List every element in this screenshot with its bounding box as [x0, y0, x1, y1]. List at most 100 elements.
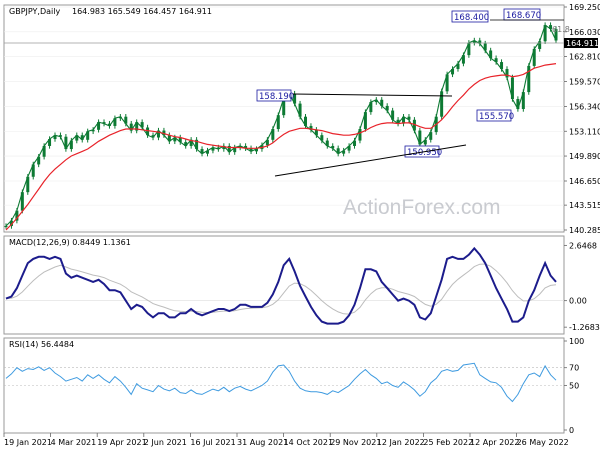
price-candle-body	[358, 129, 362, 141]
price-candle-body	[53, 135, 57, 140]
price-candle-body	[75, 135, 79, 141]
price-candle-body	[227, 145, 231, 153]
price-candle-body	[500, 62, 504, 69]
macd-line	[5, 246, 557, 325]
price-candle-body	[102, 122, 106, 124]
price-candle-body	[451, 68, 455, 75]
price-y-tick-label: 162.810	[569, 53, 600, 62]
macd-y-tick-label: 2.6468	[569, 241, 597, 250]
x-tick-label: 19 Apr 2021	[97, 438, 146, 447]
price-candle-body	[369, 102, 373, 113]
fib-label: 61.8	[552, 25, 570, 34]
price-candle-body	[374, 99, 378, 103]
price-candle-body	[456, 63, 460, 69]
price-candle-body	[124, 116, 128, 124]
support-trendline	[274, 144, 467, 177]
price-candle-body	[516, 99, 520, 110]
price-candle-body	[445, 74, 449, 92]
label-150950: 150.950	[404, 145, 442, 158]
price-y-tick-label: 143.515	[569, 201, 600, 210]
price-candle-body	[200, 149, 204, 154]
price-candle-body	[396, 119, 400, 124]
price-candle-body	[20, 192, 24, 211]
price-candle-body	[48, 139, 52, 146]
grid-layer	[4, 6, 564, 386]
price-candle-body	[167, 135, 171, 142]
price-candle-body	[505, 68, 509, 78]
price-candle-body	[222, 145, 226, 150]
price-y-tick-label: 166.030	[569, 28, 600, 37]
price-candle-body	[156, 130, 160, 138]
x-tick-label: 14 Oct 2021	[284, 438, 333, 447]
price-candle-body	[309, 125, 313, 130]
price-candle-body	[129, 123, 133, 131]
price-candle-body	[314, 129, 318, 136]
price-candle-body	[254, 149, 258, 152]
price-candle-body	[331, 145, 335, 149]
price-y-tick-label: 159.570	[569, 78, 600, 87]
price-candle-body	[298, 103, 302, 117]
price-candle-body	[211, 147, 215, 151]
price-y-tick-label: 156.340	[569, 102, 600, 111]
price-candle-body	[69, 140, 73, 150]
price-candle-body	[15, 210, 19, 221]
price-candle-body	[42, 145, 46, 157]
macd-signal-line	[5, 263, 557, 315]
price-candle-body	[429, 132, 433, 140]
price-candle-body	[385, 105, 389, 111]
price-candle-body	[325, 140, 329, 146]
label-168670: 168.670	[503, 8, 541, 21]
price-candle-body	[336, 148, 340, 154]
price-y-tick-label: 140.285	[569, 226, 600, 235]
price-candle-body	[510, 77, 514, 100]
price-candle-body	[91, 129, 95, 132]
rsi-y-tick-label: 70	[569, 364, 579, 373]
price-candle-body	[135, 122, 139, 131]
price-candle-body	[140, 122, 144, 128]
price-candle-body	[276, 115, 280, 130]
price-candle-body	[9, 220, 13, 227]
price-candle-body	[64, 136, 68, 150]
watermark: ActionForex.com	[343, 196, 501, 219]
price-candle-body	[244, 145, 248, 149]
price-candle-body	[249, 148, 253, 152]
price-candle-body	[31, 164, 35, 177]
price-candle-body	[549, 25, 553, 29]
price-candle-body	[265, 139, 269, 146]
label-158190-text: 158.190	[259, 92, 294, 102]
price-candle-body	[205, 150, 209, 154]
price-candle-body	[342, 150, 346, 154]
price-line	[5, 24, 557, 227]
price-candle-body	[189, 139, 193, 146]
price-candle-body	[113, 118, 117, 126]
rsi-y-tick-label: 50	[569, 382, 579, 391]
price-candle-body	[97, 122, 101, 130]
x-tick-label: 25 Feb 2022	[423, 438, 473, 447]
price-candle-body	[282, 98, 286, 116]
label-158190: 158.190	[256, 89, 294, 102]
x-tick-label: 29 Nov 2021	[330, 438, 381, 447]
price-y-tick-label: 169.250	[569, 3, 600, 12]
resistance-line	[292, 93, 453, 97]
price-candle-body	[195, 139, 199, 150]
price-candle-body	[80, 135, 84, 140]
macd-panel	[3, 235, 565, 335]
macd-layer	[5, 246, 557, 325]
moving-average-line	[5, 63, 557, 231]
price-candle-body	[407, 116, 411, 120]
price-candle-body	[494, 58, 498, 63]
label-150950-text: 150.950	[407, 148, 442, 158]
macd-label: MACD(12,26,9) 0.8449 1.1361	[9, 238, 131, 247]
price-candle-body	[184, 142, 188, 146]
price-candle-body	[304, 116, 308, 126]
price-candle-body	[58, 135, 62, 137]
price-candle-body	[37, 156, 41, 165]
x-tick-label: 4 Mar 2021	[51, 438, 97, 447]
price-candle-body	[4, 226, 8, 228]
x-tick-label: 26 May 2022	[517, 438, 569, 447]
label-168400-text: 168.400	[454, 13, 489, 23]
price-candle-body	[353, 140, 357, 146]
price-candle-body	[363, 112, 367, 130]
price-candle-body	[271, 129, 275, 140]
